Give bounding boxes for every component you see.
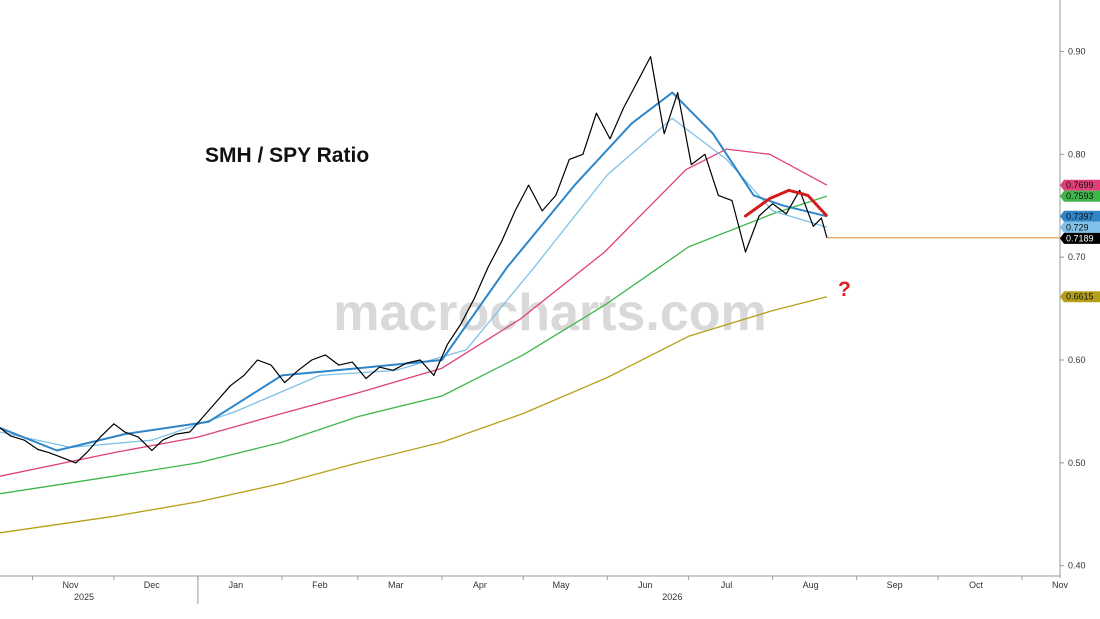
x-tick-label: Apr	[473, 580, 487, 590]
y-tick-label: 0.90	[1068, 46, 1086, 56]
series-line-5	[0, 296, 828, 534]
series-lines	[0, 56, 828, 534]
x-tick-label: Jan	[229, 580, 244, 590]
year-label: 2025	[74, 592, 94, 602]
value-tag-label: 0.6615	[1066, 292, 1094, 302]
value-tag: 0.6615	[1060, 291, 1100, 303]
x-tick-label: Jun	[638, 580, 653, 590]
value-tag: 0.7593	[1060, 190, 1100, 202]
series-line-3	[0, 148, 828, 477]
value-tag-box	[1060, 210, 1100, 222]
x-tick-label: Nov	[62, 580, 79, 590]
value-tag-label: 0.7699	[1066, 180, 1094, 190]
value-tag-box	[1060, 190, 1100, 202]
y-tick-label: 0.60	[1068, 355, 1086, 365]
value-tag: 0.7699	[1060, 179, 1100, 191]
value-tag-box	[1060, 221, 1100, 233]
rounding-top-arc	[744, 188, 829, 218]
value-tag-box	[1060, 232, 1100, 244]
value-tag-box	[1060, 179, 1100, 191]
x-tick-label: May	[553, 580, 571, 590]
chart-title: SMH / SPY Ratio	[205, 144, 369, 167]
arc-annotation-group	[744, 188, 829, 218]
value-tag-label: 0.7593	[1066, 191, 1094, 201]
series-line-4	[0, 195, 828, 495]
y-tick-label: 0.80	[1068, 149, 1086, 159]
x-tick-label: Jul	[721, 580, 733, 590]
value-tag: 0.7189	[1060, 232, 1100, 244]
value-tag-label: 0.729	[1066, 222, 1089, 232]
value-tag: 0.729	[1060, 221, 1100, 233]
y-tick-label: 0.50	[1068, 458, 1086, 468]
watermark: macrocharts.com	[333, 284, 767, 342]
series-line-0	[0, 56, 828, 464]
x-tick-label: Mar	[388, 580, 404, 590]
series-line-2	[0, 117, 828, 449]
y-tick-label: 0.70	[1068, 252, 1086, 262]
x-tick-label: Sep	[887, 580, 903, 590]
series-line-1	[0, 91, 828, 452]
x-tick-label: Oct	[969, 580, 984, 590]
y-tick-label: 0.40	[1068, 561, 1086, 571]
value-tag-label: 0.7189	[1066, 233, 1094, 243]
value-tag: 0.7397	[1060, 210, 1100, 222]
x-tick-label: Feb	[312, 580, 328, 590]
year-label: 2026	[662, 592, 682, 602]
question-mark-annotation: ?	[838, 278, 851, 301]
chart-axes: 0.90 0.80 0.70 0.60 0.50 0.40 Nov Dec Jan Feb Mar A…	[0, 0, 1086, 604]
x-tick-label: Nov	[1052, 580, 1069, 590]
value-tag-label: 0.7397	[1066, 211, 1094, 221]
x-tick-label: Aug	[803, 580, 819, 590]
x-tick-label: Dec	[144, 580, 161, 590]
value-tag-box	[1060, 291, 1100, 303]
